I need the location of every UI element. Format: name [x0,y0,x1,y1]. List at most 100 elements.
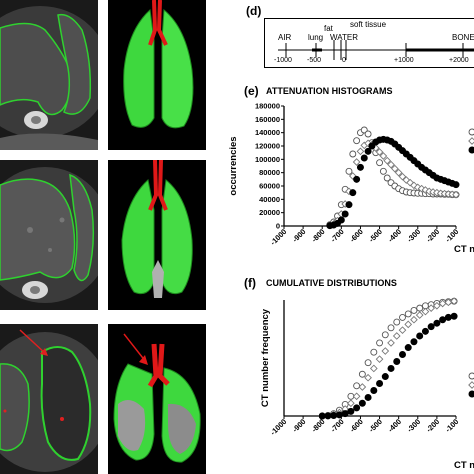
data-point [324,412,332,420]
y-tick-label: 20000 [259,208,280,217]
data-point [358,370,366,378]
data-point [452,190,460,199]
data-point [421,327,429,335]
data-point [404,344,412,352]
data-point [393,318,401,326]
data-point [356,163,364,171]
data-point [345,167,353,175]
data-point [379,152,388,160]
data-point [399,313,406,321]
label-lung: lung [308,33,324,42]
data-point [347,399,355,408]
y-tick-label: 140000 [255,128,280,137]
data-point [364,373,372,382]
data-point [330,412,338,420]
x-tick-label: -400 [386,417,403,434]
data-point [364,147,372,155]
data-point [349,189,357,197]
render-3d-emphysema [108,160,206,310]
scale-box [264,18,474,68]
data-point [392,332,401,340]
data-point [353,382,361,390]
x-tick-label: -900 [291,417,308,434]
x-tick-label: -900 [291,227,308,244]
data-point [393,357,401,365]
data-point [376,339,384,347]
x-tick-label: -700 [329,227,346,244]
data-point [356,147,365,156]
data-point [360,154,368,162]
data-point [387,364,395,372]
data-point [358,399,366,407]
data-point [410,306,418,314]
data-point [353,175,361,183]
y-tick-label: 100000 [255,155,280,164]
data-point [398,326,407,334]
x-axis-label: CT nu [454,244,474,255]
tick-0: 0 [342,57,346,64]
legend-marker [468,146,474,154]
data-point [433,319,441,327]
data-point [433,301,441,310]
data-point [381,331,389,339]
data-point [416,332,424,340]
tick-plus-1000: +1000 [394,57,414,64]
legend-marker [468,128,474,136]
data-point [364,139,372,148]
ct-slice-healthy [0,0,98,150]
data-point [370,348,378,356]
panel-d-letter: (d) [246,4,262,18]
render-3d-healthy [108,0,206,150]
x-tick-label: -200 [424,227,441,244]
data-point [383,156,392,165]
x-tick-label: -300 [405,417,422,434]
y-tick-label: 0 [276,222,280,231]
legend-marker [468,390,474,398]
x-tick-label: -600 [348,417,365,434]
data-point [345,201,353,209]
y-tick-label: 120000 [255,142,280,151]
data-point [404,310,412,318]
data-point [341,210,349,218]
x-tick-label: -100 [443,417,460,434]
data-point [427,304,435,312]
data-point [450,312,458,320]
y-tick-label: 40000 [259,195,280,204]
label-fat: fat [324,24,333,33]
y-tick-label: 160000 [255,115,280,124]
data-point [335,411,343,419]
data-point [379,167,387,175]
data-point [364,359,372,367]
data-point [376,159,384,167]
tick-plus-2000: +2000 [449,57,469,64]
x-tick-label: -1000 [268,417,288,437]
x-tick-label: -300 [405,227,422,244]
legend-marker [468,137,474,145]
data-point [352,392,361,401]
cumulative-chart: -1000 -900 -800 -700 -600 -500 -400 -300 -200 -10… [260,297,474,471]
data-point [375,355,384,363]
panel-d: (d) AIR lung fat WATER soft tissue BONE … [220,0,474,80]
y-tick-label: 80000 [259,168,280,177]
data-point [353,137,361,145]
x-tick-label: -700 [329,417,346,434]
x-tick-label: -500 [367,227,384,244]
histogram-chart: -1000 -900 -800 -700 -600 -500 -400 -300 -200 -10… [228,102,474,255]
data-point [341,410,349,418]
x-tick-label: -200 [424,417,441,434]
y-axis-label: CT number frequency [260,308,271,407]
data-point [452,181,460,189]
panel-e-title: ATTENUATION HISTOGRAMS [266,86,393,96]
legend-marker [468,372,474,380]
data-point [398,172,407,181]
x-tick-label: -800 [310,417,327,434]
data-point [398,351,406,359]
x-tick-label: -600 [348,227,365,244]
data-point [427,323,435,331]
data-point [364,393,372,401]
render-3d-pathologic [108,324,206,474]
data-point [383,174,391,182]
x-tick-label: -500 [367,417,384,434]
panel-f-title: CUMULATIVE DISTRIBUTIONS [266,278,397,288]
data-point [352,158,361,166]
